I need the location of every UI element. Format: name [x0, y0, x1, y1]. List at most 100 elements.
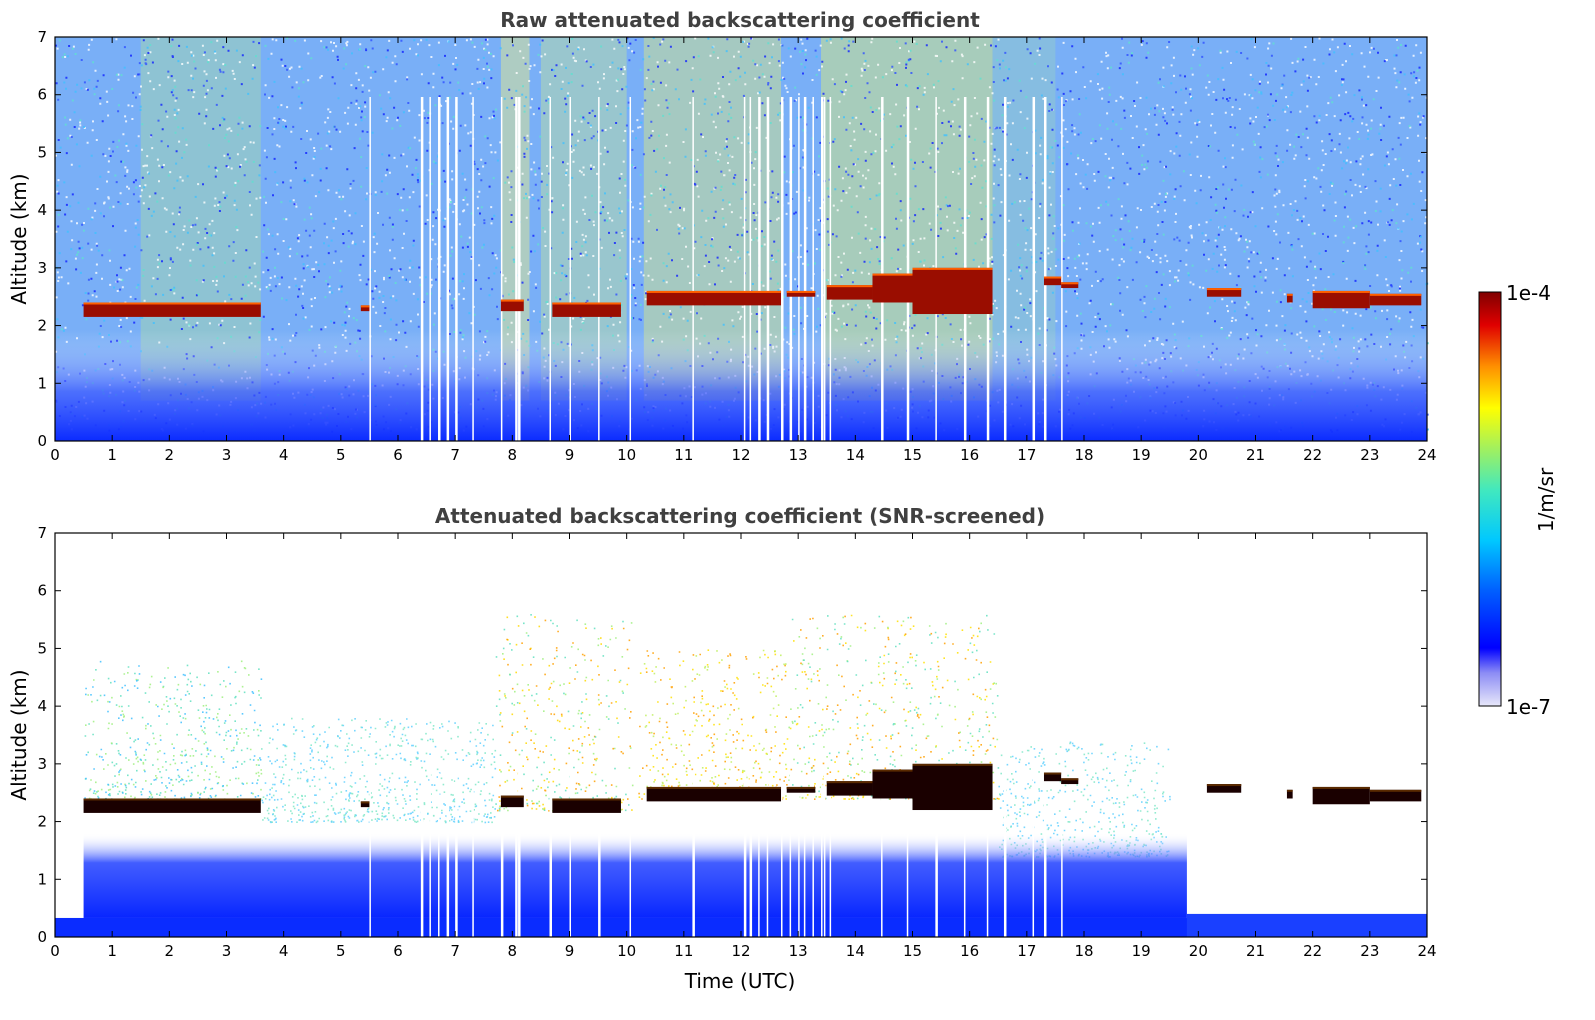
panel-snr-x-axis: 0 1 2 3 4 5 6 7 8 9 10 11 12 13 14 15 16 17 18 19 20 21 22 23 24 [50, 533, 1437, 960]
gap-line [1003, 97, 1007, 441]
cloud-segment [83, 798, 261, 813]
cloud-segment [83, 302, 261, 317]
cloud-segment [912, 267, 993, 315]
gap-line [1061, 97, 1063, 441]
gap-line [429, 773, 431, 937]
x-tick-label: 12 [731, 446, 750, 464]
gap-line [472, 97, 474, 441]
cloud-edge [83, 798, 261, 801]
cloud-edge [500, 299, 524, 302]
cloud-edge [500, 795, 524, 798]
gap-line [438, 97, 441, 441]
y-tick-label: 1 [37, 870, 47, 888]
gap-line [781, 97, 784, 441]
cloud-edge [1312, 290, 1370, 293]
panel-snr-y-label: Altitude (km) [7, 669, 31, 800]
cloud-edge [912, 763, 993, 766]
panel-snr-screened-signal [84, 614, 1171, 858]
gap-line [749, 773, 753, 937]
x-tick-label: 17 [1017, 446, 1036, 464]
gap-line [766, 773, 769, 937]
x-tick-label: 6 [393, 942, 403, 960]
gap-line [1003, 773, 1007, 937]
x-tick-label: 19 [1132, 446, 1151, 464]
gap-line [420, 773, 424, 937]
x-tick-label: 11 [674, 446, 693, 464]
x-tick-label: 8 [508, 446, 518, 464]
cloud-segment [1206, 784, 1242, 793]
cloud-segment [360, 305, 370, 312]
cloud-edge [360, 305, 370, 308]
x-tick-label: 11 [674, 942, 693, 960]
x-tick-label: 8 [508, 942, 518, 960]
panel-snr-title: Attenuated backscattering coefficient (S… [435, 504, 1045, 528]
colorbar-min-label: 1e-7 [1506, 695, 1551, 719]
y-tick-label: 3 [37, 259, 47, 277]
gap-line [1043, 773, 1047, 937]
cloud-edge [1369, 789, 1422, 792]
panel-raw-x-axis: 0 1 2 3 4 5 6 7 8 9 10 11 12 13 14 15 16 17 18 19 20 21 22 23 24 [50, 37, 1437, 464]
gap-line [812, 97, 814, 441]
x-tick-label: 5 [336, 446, 346, 464]
x-tick-label: 19 [1132, 942, 1151, 960]
y-tick-label: 2 [37, 317, 47, 335]
gap-line [781, 773, 783, 937]
x-tick-label: 3 [222, 942, 232, 960]
x-tick-label: 2 [165, 942, 175, 960]
gap-line [518, 773, 521, 937]
cloud-segment [912, 763, 993, 811]
cloud-segment [646, 786, 782, 802]
gap-line [803, 97, 807, 441]
y-tick-label: 7 [37, 524, 47, 542]
gap-line [455, 773, 458, 937]
y-tick-label: 4 [37, 201, 47, 219]
gap-line [446, 773, 450, 937]
cloud-edge [360, 801, 370, 804]
cloud-segment [1061, 778, 1079, 785]
x-tick-label: 15 [903, 942, 922, 960]
x-tick-label: 21 [1246, 446, 1265, 464]
x-tick-label: 23 [1360, 446, 1379, 464]
speckle [55, 37, 1429, 433]
panel-snr-cloud-layer [83, 763, 1422, 813]
gap-line [743, 97, 746, 441]
x-tick-label: 16 [960, 446, 979, 464]
cloud-segment [1286, 789, 1293, 799]
cloud-segment [1206, 288, 1242, 297]
y-tick-label: 0 [37, 928, 47, 946]
x-tick-label: 9 [565, 446, 575, 464]
cloud-edge [646, 290, 782, 293]
y-tick-label: 6 [37, 582, 47, 600]
gap-line [789, 773, 792, 937]
gap-line [500, 97, 503, 441]
x-tick-label: 2 [165, 446, 175, 464]
gap-line [821, 97, 824, 441]
cloud-edge [826, 781, 873, 784]
colorbar: 1e-4 1e-7 1/m/sr [1478, 281, 1558, 719]
speckle [57, 37, 1429, 434]
panel-raw-noise-speckle [55, 37, 1429, 434]
panel-raw: Raw attenuated backscattering coefficien… [7, 8, 1437, 464]
gap-line [692, 773, 695, 937]
x-tick-label: 0 [50, 446, 60, 464]
gap-line [821, 773, 823, 937]
gap-line [629, 773, 632, 937]
gap-line [569, 97, 571, 441]
x-tick-label: 24 [1417, 942, 1436, 960]
cloud-segment [1286, 293, 1293, 303]
gap-line [438, 773, 440, 937]
cloud-edge [1312, 786, 1370, 789]
x-tick-label: 22 [1303, 446, 1322, 464]
x-tick-label: 24 [1417, 446, 1436, 464]
cloud-edge [1206, 288, 1242, 291]
gap-line [986, 773, 989, 937]
cloud-edge [912, 267, 993, 270]
gap-line [749, 97, 752, 441]
x-tick-label: 21 [1246, 942, 1265, 960]
x-tick-label: 13 [789, 446, 808, 464]
gap-line [881, 97, 884, 441]
gap-line [420, 97, 424, 441]
gap-line [743, 773, 747, 937]
cloud-edge [1061, 778, 1079, 781]
colorbar-unit-label: 1/m/sr [1534, 467, 1558, 532]
